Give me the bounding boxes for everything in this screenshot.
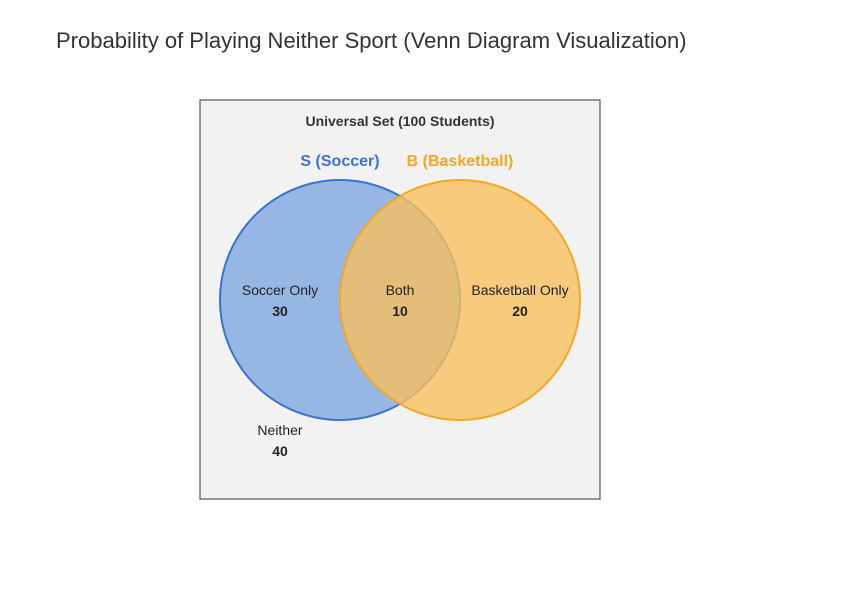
soccer-only-label: Soccer Only [242, 282, 318, 298]
basketball-only-label: Basketball Only [471, 282, 568, 298]
soccer-set-label: S (Soccer) [300, 153, 379, 170]
basketball-only-value: 20 [512, 303, 528, 319]
neither-label: Neither [257, 422, 302, 438]
universal-set-label: Universal Set (100 Students) [305, 113, 494, 129]
soccer-only-value: 30 [272, 303, 288, 319]
basketball-set-label: B (Basketball) [407, 153, 514, 170]
basketball-circle [339, 179, 581, 421]
neither-value: 40 [272, 443, 288, 459]
both-label: Both [386, 282, 415, 298]
both-value: 10 [392, 303, 408, 319]
page-title: Probability of Playing Neither Sport (Ve… [56, 28, 687, 53]
